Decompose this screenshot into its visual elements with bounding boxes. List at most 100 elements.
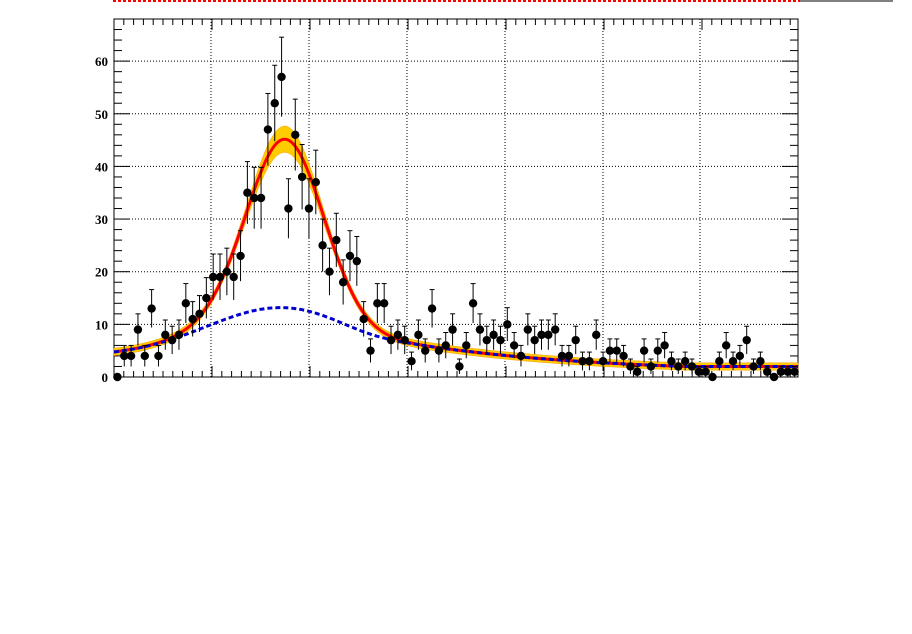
data-point <box>660 341 669 350</box>
data-point <box>769 372 779 382</box>
data-point <box>694 367 704 376</box>
data-point <box>373 299 382 308</box>
data-point <box>701 367 710 376</box>
data-point <box>120 351 129 361</box>
data-point <box>147 304 156 313</box>
data-point <box>421 346 430 355</box>
data-point <box>311 178 320 187</box>
data-point <box>414 330 423 340</box>
data-point <box>229 272 238 282</box>
data-point <box>400 335 409 345</box>
data-point <box>297 172 307 182</box>
data-point <box>557 351 567 361</box>
y-tick-label: 60 <box>95 54 108 69</box>
data-point <box>687 362 697 371</box>
data-point <box>270 99 279 108</box>
data-point <box>304 204 314 213</box>
data-point <box>680 357 690 366</box>
data-point <box>407 357 416 366</box>
data-point <box>728 357 738 366</box>
data-point <box>167 335 177 345</box>
data-point <box>338 278 348 287</box>
data-point <box>243 188 252 197</box>
data-point <box>174 330 184 340</box>
data-point <box>133 325 143 334</box>
data-point <box>325 267 334 276</box>
data-point <box>441 341 450 350</box>
data-point <box>475 325 485 334</box>
data-point <box>489 330 498 340</box>
data-point <box>530 335 539 345</box>
data-point <box>776 367 786 376</box>
data-point <box>639 346 649 355</box>
data-point <box>612 346 621 355</box>
data-point <box>222 267 232 276</box>
data-point <box>256 193 266 203</box>
y-tick-label: 30 <box>95 212 108 227</box>
data-point <box>619 351 628 361</box>
data-point <box>633 367 642 376</box>
data-point <box>393 330 403 340</box>
data-point <box>667 357 676 366</box>
data-point <box>215 272 225 282</box>
data-point <box>332 235 341 245</box>
y-tick-label: 0 <box>102 370 109 385</box>
data-point <box>721 341 731 350</box>
background-fit-curve <box>113 306 798 368</box>
data-point <box>366 346 375 355</box>
data-point <box>284 204 293 213</box>
data-point <box>674 362 683 371</box>
data-point <box>379 299 389 308</box>
data-point <box>496 335 505 345</box>
data-point <box>352 256 362 266</box>
y-tick-label: 10 <box>95 317 108 332</box>
fit-curves <box>113 125 799 371</box>
data-points <box>113 36 799 382</box>
data-point <box>482 335 491 345</box>
data-point <box>605 346 615 355</box>
y-tick-label: 50 <box>95 107 108 122</box>
data-point <box>359 314 368 324</box>
data-point <box>598 357 608 366</box>
data-point <box>756 357 765 366</box>
data-point <box>236 251 245 261</box>
data-point <box>571 335 580 345</box>
total-fit-curve <box>113 137 798 368</box>
data-point <box>783 367 792 376</box>
data-point <box>126 351 136 361</box>
data-point <box>468 299 478 308</box>
y-tick-label: 20 <box>95 265 108 280</box>
data-point <box>742 335 751 345</box>
data-point <box>735 351 745 361</box>
data-point <box>154 351 163 361</box>
data-point <box>749 362 758 371</box>
y-tick-label: 40 <box>95 159 108 174</box>
data-point <box>195 309 204 319</box>
data-point <box>427 304 437 313</box>
data-point <box>208 272 218 282</box>
data-point <box>434 346 444 355</box>
data-point <box>715 357 724 366</box>
data-point <box>250 193 259 203</box>
data-point <box>592 330 601 340</box>
data-point <box>646 362 656 371</box>
data-point <box>188 314 197 324</box>
data-point <box>550 325 560 334</box>
data-point <box>578 357 587 366</box>
data-point <box>523 325 533 334</box>
data-point <box>386 335 396 345</box>
data-point <box>318 241 327 250</box>
data-point <box>263 125 273 134</box>
data-point <box>448 325 457 334</box>
data-point <box>516 351 526 361</box>
data-point <box>653 346 662 355</box>
data-point <box>113 372 122 382</box>
data-point <box>345 251 355 261</box>
data-point <box>564 351 574 361</box>
data-point <box>537 330 546 340</box>
data-point <box>291 130 300 140</box>
data-point <box>708 372 717 382</box>
data-point <box>277 72 286 82</box>
fit-uncertainty-band <box>113 125 799 371</box>
